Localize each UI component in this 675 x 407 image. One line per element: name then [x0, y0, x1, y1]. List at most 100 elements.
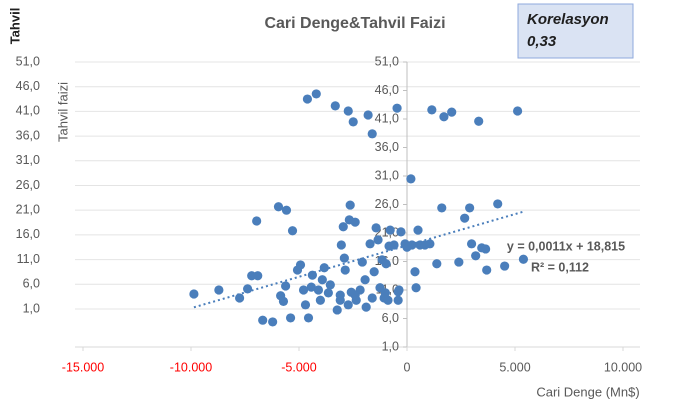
x-tick-label: 0: [404, 360, 411, 374]
point: [406, 174, 416, 184]
point: [315, 295, 325, 305]
y2-tick-label: 46,0: [16, 79, 40, 93]
point: [465, 203, 475, 213]
point: [340, 265, 350, 275]
point: [336, 240, 346, 250]
point: [253, 271, 263, 281]
point: [474, 116, 484, 126]
point: [300, 300, 311, 310]
y2-tick-label: 16,0: [16, 227, 40, 241]
point: [235, 293, 245, 303]
point: [454, 257, 464, 267]
y-tick-label: 6,0: [382, 311, 399, 325]
point: [313, 285, 324, 295]
point: [306, 282, 316, 292]
trendline: [193, 210, 524, 309]
trendline-equation: y = 0,0011x + 18,815: [507, 239, 625, 253]
point: [493, 199, 503, 209]
point: [392, 103, 402, 113]
y2-tick-label: 21,0: [16, 202, 40, 216]
point: [363, 110, 373, 120]
x-tick-label: 5.000: [499, 360, 530, 374]
point: [281, 205, 292, 215]
y2-tick-label: 6,0: [23, 277, 40, 291]
point: [330, 101, 340, 111]
x-tick-label: -15.000: [62, 360, 104, 374]
point: [396, 227, 406, 237]
point: [439, 112, 449, 122]
point: [410, 267, 420, 277]
point: [381, 259, 391, 269]
point: [427, 105, 437, 115]
point: [466, 239, 477, 249]
point: [214, 285, 224, 295]
point: [369, 267, 379, 277]
point: [512, 106, 523, 116]
point: [385, 225, 395, 235]
point: [298, 285, 309, 295]
point: [311, 89, 321, 99]
point: [482, 265, 492, 275]
point: [332, 305, 342, 315]
x-tick-label: 10.000: [604, 360, 642, 374]
y-tick-label: 41,0: [375, 111, 399, 125]
y2-tick-label: 41,0: [16, 104, 40, 118]
y-tick-label: 1,0: [382, 339, 399, 353]
point: [302, 94, 313, 104]
point: [373, 235, 383, 245]
x-tick-label: -10.000: [170, 360, 212, 374]
point: [281, 281, 291, 291]
point: [425, 239, 435, 249]
y-tick-label: 51,0: [375, 54, 399, 68]
point: [365, 239, 375, 249]
trendline-r2: R² = 0,112: [531, 260, 589, 274]
point: [323, 288, 333, 298]
point: [350, 217, 360, 227]
point: [348, 117, 358, 127]
y-tick-label: 46,0: [375, 83, 399, 97]
point: [325, 280, 335, 290]
point: [367, 129, 377, 139]
point: [343, 300, 353, 310]
point: [345, 200, 355, 210]
point: [367, 293, 377, 303]
annotation-box: [517, 3, 634, 59]
point: [303, 313, 314, 323]
point: [287, 226, 298, 236]
point: [393, 287, 403, 297]
point: [189, 289, 199, 299]
point: [447, 107, 457, 117]
corner-label: Tahvil: [7, 8, 22, 45]
y2-tick-label: 36,0: [16, 128, 40, 142]
point: [432, 259, 442, 269]
point: [278, 296, 289, 306]
annotation-value: 0,33: [527, 33, 557, 50]
chart-title: Cari Denge&Tahvil Faizi: [264, 15, 445, 32]
y-tick-label: 26,0: [375, 197, 399, 211]
y-axis-title: Tahvil faizi: [55, 82, 70, 142]
x-tick-label: -5.000: [281, 360, 316, 374]
point: [335, 295, 345, 305]
point: [393, 295, 403, 305]
y-tick-label: 31,0: [375, 168, 399, 182]
y2-tick-label: 31,0: [16, 153, 40, 167]
point: [268, 317, 278, 327]
point: [471, 251, 481, 261]
point: [338, 222, 348, 232]
point: [371, 223, 381, 233]
point: [437, 203, 447, 213]
annotation-title: Korelasyon: [527, 11, 609, 28]
point: [481, 244, 491, 254]
point: [317, 275, 327, 285]
point: [500, 261, 510, 271]
point: [339, 253, 349, 263]
point: [319, 263, 329, 273]
point: [389, 240, 399, 250]
y2-tick-label: 11,0: [17, 252, 40, 266]
point: [258, 315, 268, 325]
point: [295, 260, 306, 270]
point: [350, 290, 360, 300]
point: [380, 288, 390, 298]
point: [413, 225, 423, 235]
